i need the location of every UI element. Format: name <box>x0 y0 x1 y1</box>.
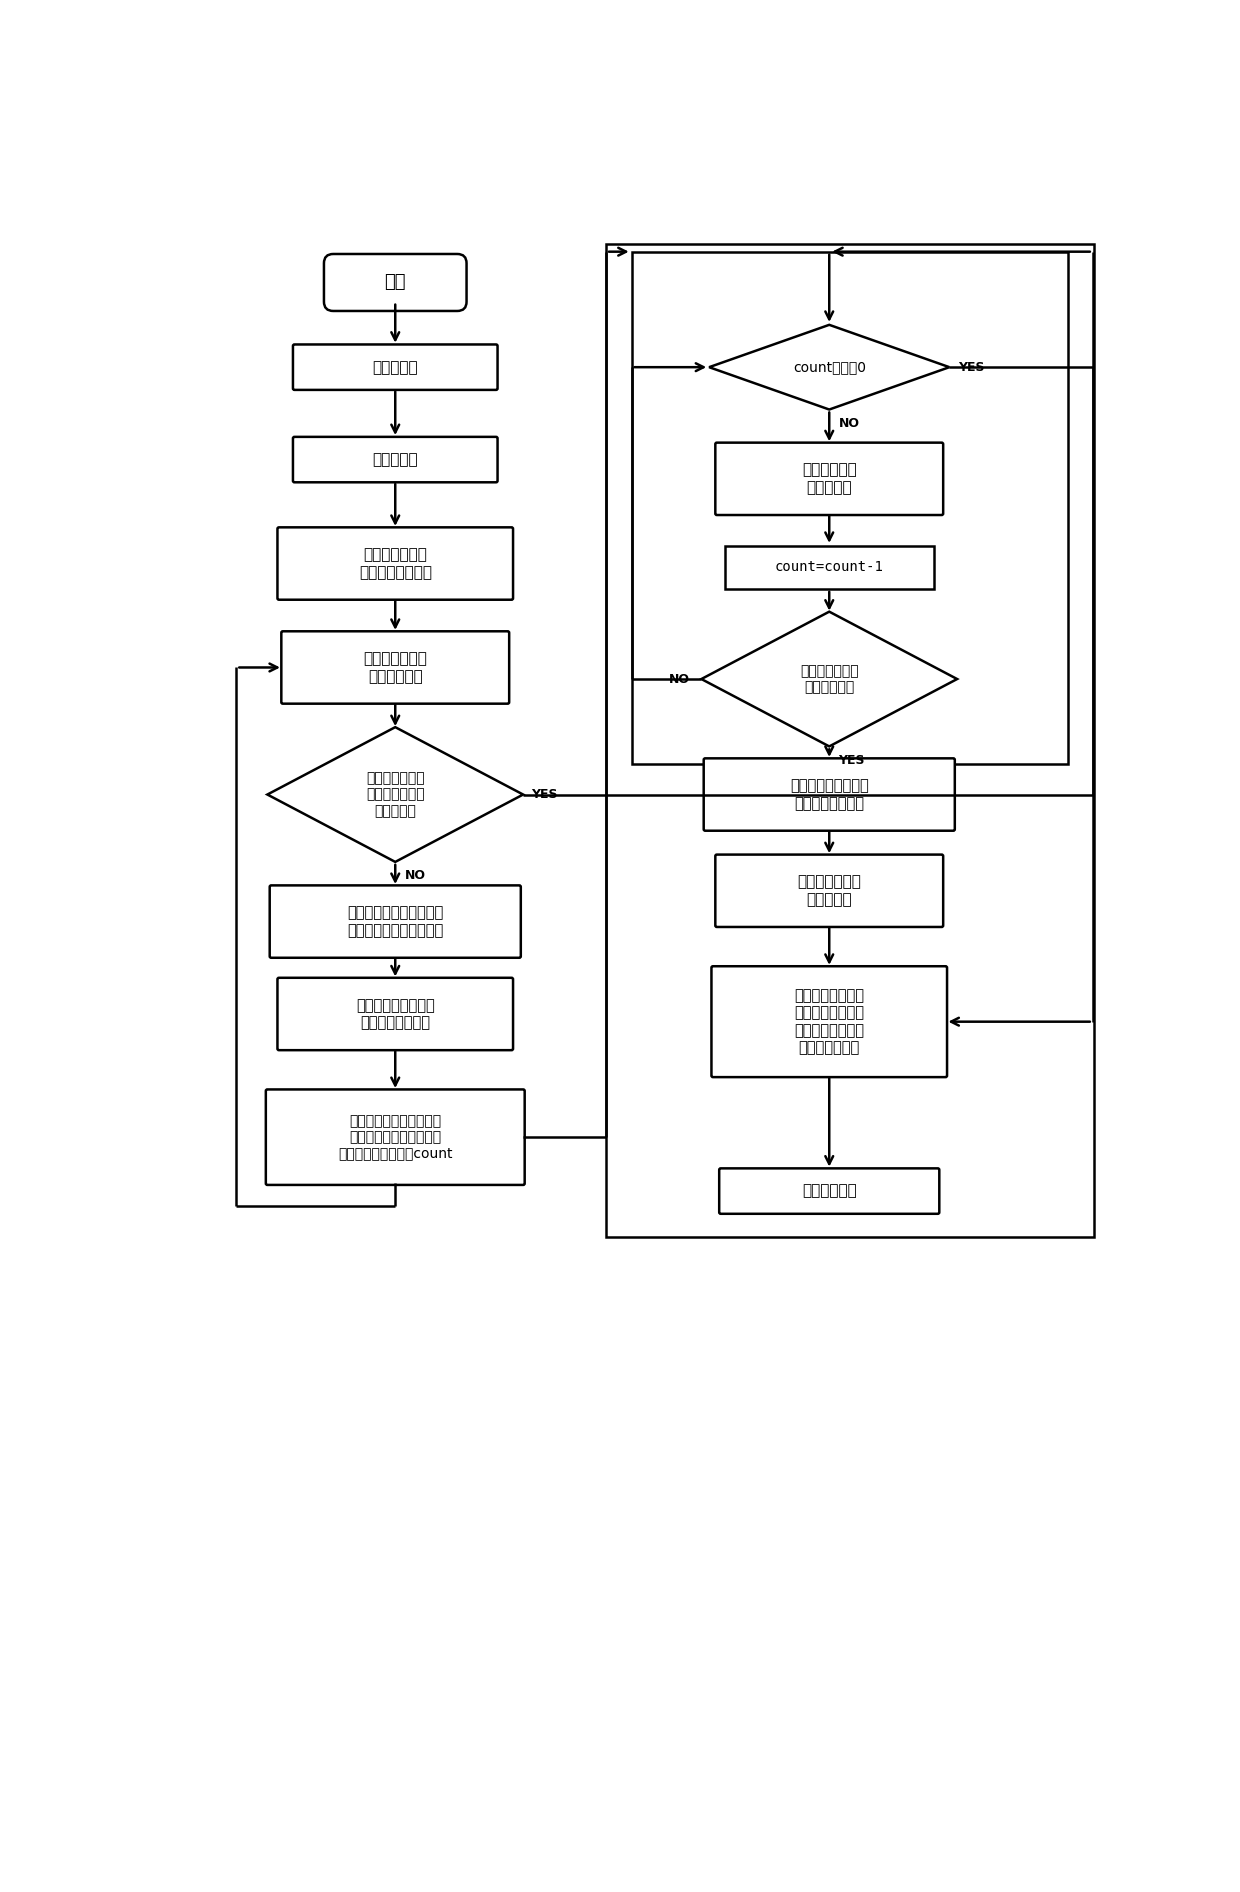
Text: 计算当前信念状态下，每
个动作的值函数的下界值: 计算当前信念状态下，每 个动作的值函数的下界值 <box>347 906 444 938</box>
Polygon shape <box>702 611 957 747</box>
Bar <box>631 252 1068 764</box>
Text: 开始: 开始 <box>384 274 405 291</box>
FancyBboxPatch shape <box>293 437 497 482</box>
Text: count是否为0: count是否为0 <box>792 359 866 375</box>
Text: 更新当前信念状
态的上下界: 更新当前信念状 态的上下界 <box>797 874 862 906</box>
Polygon shape <box>268 727 523 863</box>
Text: 计算下一信念状态上
下界的标准临界值: 计算下一信念状态上 下界的标准临界值 <box>790 778 869 812</box>
FancyBboxPatch shape <box>281 632 510 704</box>
Text: 计算最优动作和对初始信
念状态贡献最大的观察，
并计算观察的总数为count: 计算最优动作和对初始信 念状态贡献最大的观察， 并计算观察的总数为count <box>339 1114 453 1160</box>
FancyBboxPatch shape <box>270 885 521 957</box>
FancyBboxPatch shape <box>712 967 947 1077</box>
Text: count=count-1: count=count-1 <box>775 560 884 575</box>
FancyBboxPatch shape <box>265 1090 525 1184</box>
Text: YES: YES <box>838 753 866 766</box>
Text: 获得最优策略: 获得最优策略 <box>802 1184 857 1198</box>
Text: YES: YES <box>957 361 985 375</box>
Text: 环境初始化: 环境初始化 <box>372 452 418 467</box>
Text: YES: YES <box>532 789 558 800</box>
FancyBboxPatch shape <box>724 547 934 588</box>
Bar <box>606 244 1094 1237</box>
FancyBboxPatch shape <box>715 443 944 515</box>
FancyBboxPatch shape <box>278 528 513 600</box>
Text: 将初始信念状态
置为当前信念状态: 将初始信念状态 置为当前信念状态 <box>358 547 432 579</box>
Text: 更新当前信念状态上
下界的标准临界值: 更新当前信念状态上 下界的标准临界值 <box>356 997 435 1029</box>
Polygon shape <box>709 325 950 409</box>
FancyBboxPatch shape <box>719 1169 940 1215</box>
Text: NO: NO <box>838 416 859 429</box>
FancyBboxPatch shape <box>324 254 466 310</box>
Text: 顺序选择观察
集中的观察: 顺序选择观察 集中的观察 <box>802 464 857 496</box>
FancyBboxPatch shape <box>704 759 955 831</box>
FancyBboxPatch shape <box>715 855 944 927</box>
Text: NO: NO <box>404 868 425 882</box>
FancyBboxPatch shape <box>278 978 513 1050</box>
Text: 预测当前信念状
态处的最优值: 预测当前信念状 态处的最优值 <box>363 651 428 683</box>
Text: 模型初始化: 模型初始化 <box>372 359 418 375</box>
Text: 选择最优动作进入
下一信念状态，并
将下一信念状态置
为当前信念状态: 选择最优动作进入 下一信念状态，并 将下一信念状态置 为当前信念状态 <box>795 988 864 1056</box>
FancyBboxPatch shape <box>293 344 497 390</box>
Text: 所选择的观察是
否有探索价值: 所选择的观察是 否有探索价值 <box>800 664 858 694</box>
Text: NO: NO <box>670 672 691 685</box>
Text: 当前信念状态处
的上，下界值是
否满足条件: 当前信念状态处 的上，下界值是 否满足条件 <box>366 772 424 817</box>
